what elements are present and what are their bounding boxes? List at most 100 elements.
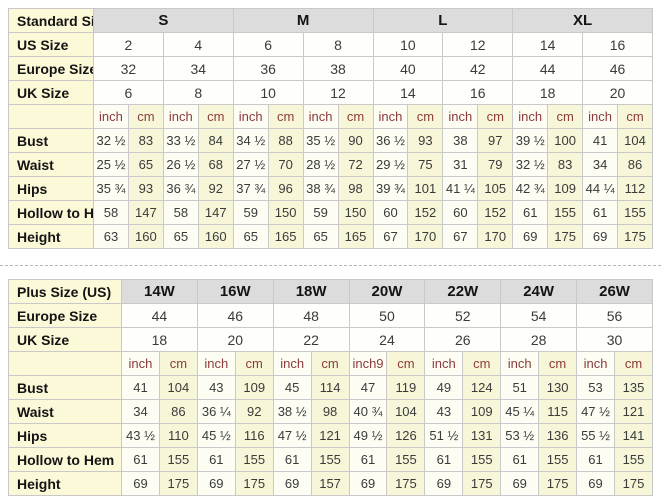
data-cell: 61 [500, 447, 540, 472]
row-label: Hips [8, 423, 122, 448]
data-cell: 104 [617, 128, 653, 153]
table-corner-label: Standard Size [8, 8, 94, 33]
meta-value-cell: 52 [424, 303, 502, 328]
data-cell: 69 [512, 224, 549, 249]
data-cell: 59 [302, 200, 339, 225]
data-cell: 121 [613, 399, 654, 424]
data-cell: 165 [267, 224, 304, 249]
data-cell: 69 [196, 471, 236, 496]
data-cell: 155 [462, 447, 502, 472]
data-cell: 41 ¼ [442, 176, 479, 201]
data-cell: 114 [310, 375, 350, 400]
data-cell: 119 [386, 375, 426, 400]
unit-cell: inch [424, 351, 464, 376]
meta-value-cell: 54 [500, 303, 578, 328]
unit-row-label [8, 351, 122, 376]
meta-value-cell: 14 [372, 80, 444, 105]
data-cell: 124 [462, 375, 502, 400]
meta-value-cell: 46 [582, 56, 653, 81]
data-cell: 96 [267, 176, 304, 201]
data-cell: 72 [337, 152, 374, 177]
data-cell: 49 ½ [348, 423, 388, 448]
data-cell: 68 [197, 152, 234, 177]
meta-value-cell: 48 [272, 303, 350, 328]
meta-value-cell: 44 [512, 56, 584, 81]
data-cell: 160 [127, 224, 164, 249]
data-cell: 121 [310, 423, 350, 448]
data-cell: 93 [127, 176, 164, 201]
meta-value-cell: 10 [232, 80, 304, 105]
meta-value-cell: 6 [93, 80, 164, 105]
data-cell: 60 [442, 200, 479, 225]
data-cell: 88 [267, 128, 304, 153]
data-cell: 141 [613, 423, 654, 448]
data-cell: 83 [127, 128, 164, 153]
data-cell: 58 [162, 200, 199, 225]
data-cell: 36 ¾ [162, 176, 199, 201]
meta-value-cell: 14 [512, 32, 584, 57]
data-cell: 37 ¾ [232, 176, 269, 201]
row-label: UK Size [8, 327, 122, 352]
meta-value-cell: 30 [576, 327, 653, 352]
unit-cell: cm [197, 104, 234, 129]
data-cell: 110 [158, 423, 198, 448]
data-cell: 36 ¼ [196, 399, 236, 424]
meta-value-cell: 20 [196, 327, 274, 352]
row-label: Height [8, 471, 122, 496]
data-cell: 69 [582, 224, 619, 249]
meta-value-cell: 8 [162, 80, 234, 105]
unit-row-label [8, 104, 94, 129]
data-cell: 69 [424, 471, 464, 496]
data-cell: 61 [121, 447, 160, 472]
data-cell: 175 [158, 471, 198, 496]
unit-cell: cm [158, 351, 198, 376]
data-cell: 35 ¾ [93, 176, 129, 201]
row-label: Europe Size [8, 56, 94, 81]
unit-cell: inch [232, 104, 269, 129]
data-cell: 39 ½ [512, 128, 549, 153]
size-group-header: 26W [576, 279, 653, 304]
data-cell: 90 [337, 128, 374, 153]
meta-value-cell: 32 [93, 56, 164, 81]
data-cell: 65 [302, 224, 339, 249]
meta-value-cell: 2 [93, 32, 164, 57]
meta-value-cell: 18 [121, 327, 198, 352]
data-cell: 61 [348, 447, 388, 472]
data-cell: 175 [538, 471, 578, 496]
unit-cell: inch [576, 351, 615, 376]
row-label: Hollow to Hem [8, 200, 94, 225]
row-label: UK Size [8, 80, 94, 105]
data-cell: 155 [613, 447, 654, 472]
data-cell: 61 [582, 200, 619, 225]
size-group-header: M [232, 8, 374, 33]
data-cell: 97 [477, 128, 514, 153]
size-group-header: S [93, 8, 234, 33]
row-label: Height [8, 224, 94, 249]
size-group-header: 18W [272, 279, 350, 304]
unit-cell: cm [547, 104, 584, 129]
data-cell: 157 [310, 471, 350, 496]
data-cell: 43 [424, 399, 464, 424]
row-label: Hollow to Hem [8, 447, 122, 472]
unit-cell: cm [127, 104, 164, 129]
data-cell: 98 [337, 176, 374, 201]
size-group-header: 24W [500, 279, 578, 304]
unit-cell: inch [442, 104, 479, 129]
data-cell: 63 [93, 224, 129, 249]
meta-value-cell: 22 [272, 327, 350, 352]
data-cell: 35 ½ [302, 128, 339, 153]
data-cell: 115 [538, 399, 578, 424]
data-cell: 135 [613, 375, 654, 400]
data-cell: 98 [310, 399, 350, 424]
unit-cell: inch [372, 104, 409, 129]
data-cell: 147 [127, 200, 164, 225]
data-cell: 38 [442, 128, 479, 153]
data-cell: 42 ¾ [512, 176, 549, 201]
row-label: Bust [8, 375, 122, 400]
row-label: Europe Size [8, 303, 122, 328]
data-cell: 47 ½ [272, 423, 312, 448]
meta-value-cell: 6 [232, 32, 304, 57]
data-cell: 32 ½ [512, 152, 549, 177]
data-cell: 100 [547, 128, 584, 153]
data-cell: 55 ½ [576, 423, 615, 448]
